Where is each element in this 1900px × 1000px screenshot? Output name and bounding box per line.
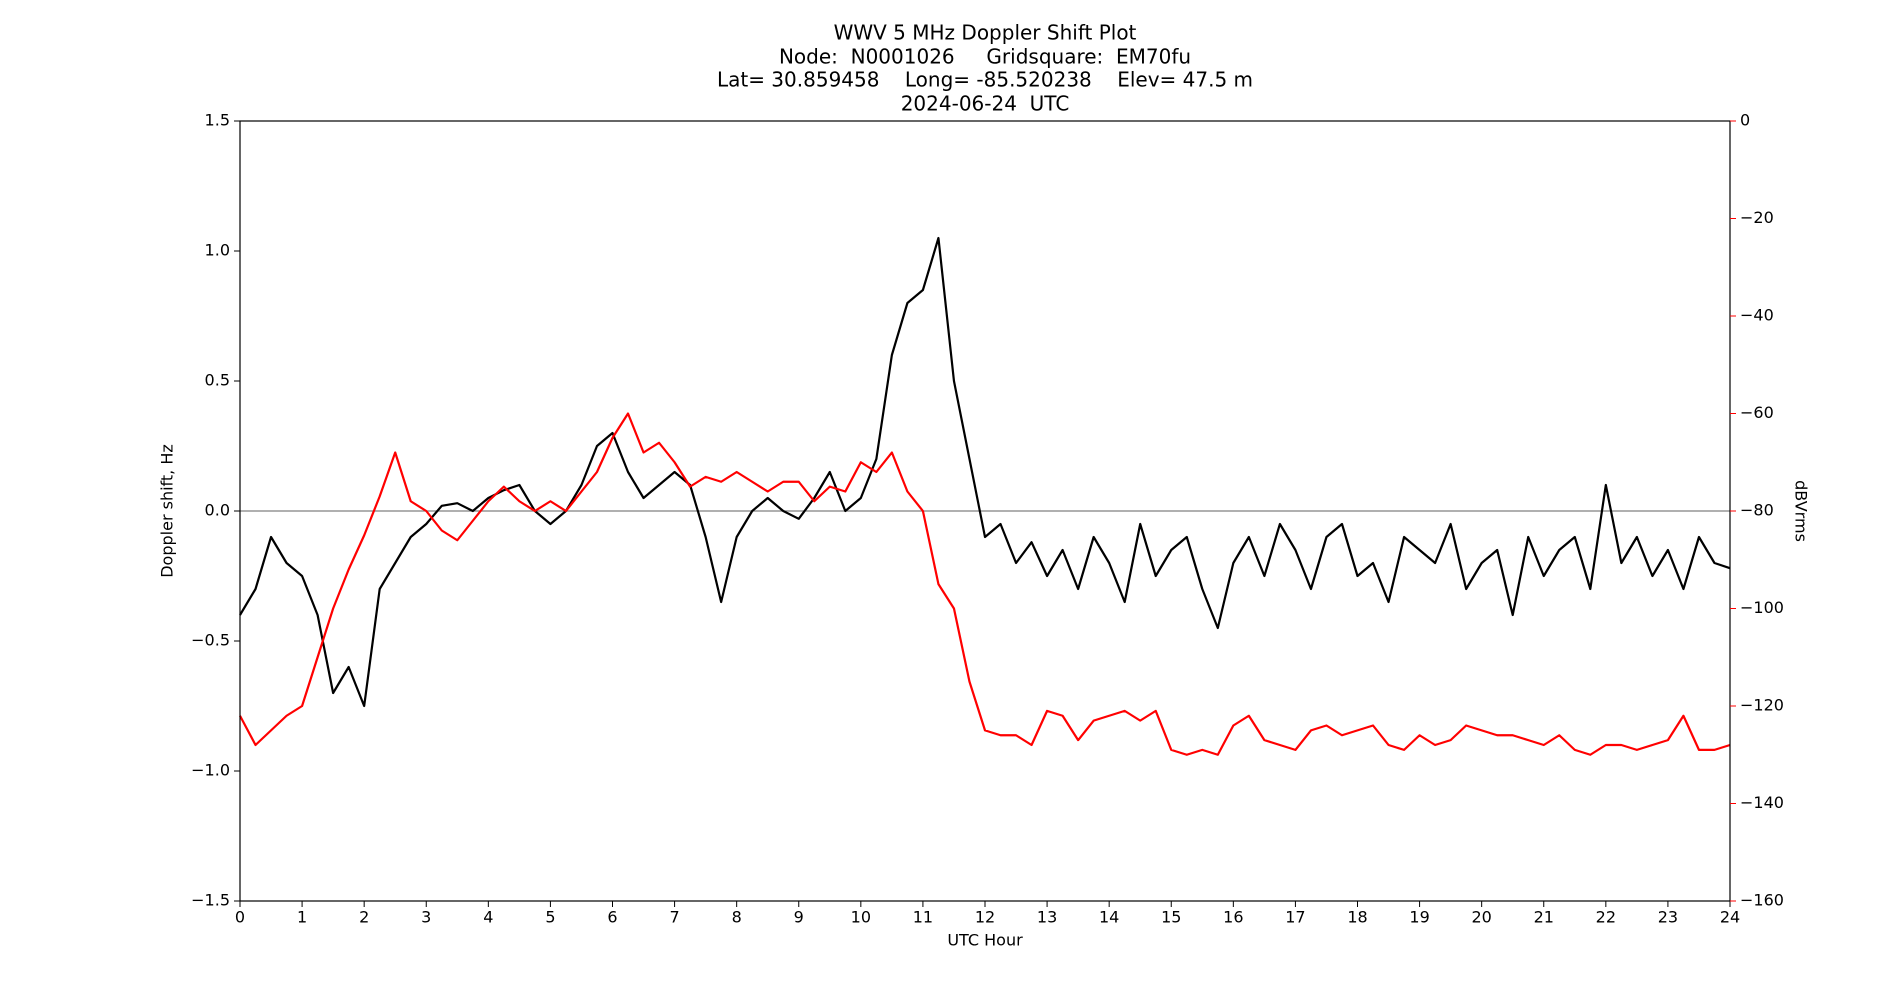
y-axis-label: Doppler shift, Hz (158, 444, 177, 578)
x-tick-label: 19 (1409, 908, 1429, 927)
x-tick-label: 2 (359, 908, 369, 927)
data-line (239, 236, 1731, 708)
x-tick-label: 18 (1347, 908, 1367, 927)
y2-tick-label: 0 (1740, 111, 1750, 130)
x-tick-label: 16 (1223, 908, 1243, 927)
x-tick-label: 9 (794, 908, 804, 927)
y-tick-label: 0.5 (205, 371, 230, 390)
x-axis-label: UTC Hour (947, 931, 1023, 950)
y-tick-label: −0.5 (191, 631, 230, 650)
x-tick-label: 8 (732, 908, 742, 927)
title-line: Lat= 30.859458 Long= -85.520238 Elev= 47… (717, 68, 1253, 92)
y2-tick-label: −40 (1740, 306, 1774, 325)
y-tick-label: 1.5 (205, 111, 230, 130)
x-tick-label: 6 (607, 908, 617, 927)
x-tick-label: 15 (1161, 908, 1181, 927)
x-tick-label: 0 (235, 908, 245, 927)
x-tick-label: 20 (1471, 908, 1491, 927)
y2-tick-label: −140 (1740, 793, 1784, 812)
y2-tick-label: −120 (1740, 696, 1784, 715)
x-tick-label: 21 (1534, 908, 1554, 927)
y2-tick-label: −80 (1740, 501, 1774, 520)
y2-axis-label: dBVrms (1792, 480, 1811, 542)
y-tick-label: −1.5 (191, 891, 230, 910)
x-tick-label: 5 (545, 908, 555, 927)
x-tick-label: 4 (483, 908, 493, 927)
y2-tick-label: −20 (1740, 208, 1774, 227)
x-tick-label: 23 (1658, 908, 1678, 927)
y2-tick-label: −60 (1740, 403, 1774, 422)
data-line (239, 412, 1731, 756)
x-tick-label: 12 (975, 908, 995, 927)
x-tick-label: 14 (1099, 908, 1119, 927)
title-line: Node: N0001026 Gridsquare: EM70fu (779, 45, 1191, 69)
x-tick-label: 17 (1285, 908, 1305, 927)
x-tick-label: 10 (851, 908, 871, 927)
x-tick-label: 3 (421, 908, 431, 927)
x-tick-label: 22 (1596, 908, 1616, 927)
y2-tick-label: −100 (1740, 598, 1784, 617)
y-tick-label: −1.0 (191, 761, 230, 780)
x-tick-label: 7 (669, 908, 679, 927)
x-tick-label: 24 (1720, 908, 1740, 927)
title-line: WWV 5 MHz Doppler Shift Plot (834, 21, 1137, 45)
y2-tick-label: −160 (1740, 891, 1784, 910)
x-tick-label: 13 (1037, 908, 1057, 927)
y-tick-label: 0.0 (205, 501, 230, 520)
x-tick-label: 11 (913, 908, 933, 927)
title-line: 2024-06-24 UTC (901, 92, 1070, 116)
y-tick-label: 1.0 (205, 241, 230, 260)
x-tick-label: 1 (297, 908, 307, 927)
